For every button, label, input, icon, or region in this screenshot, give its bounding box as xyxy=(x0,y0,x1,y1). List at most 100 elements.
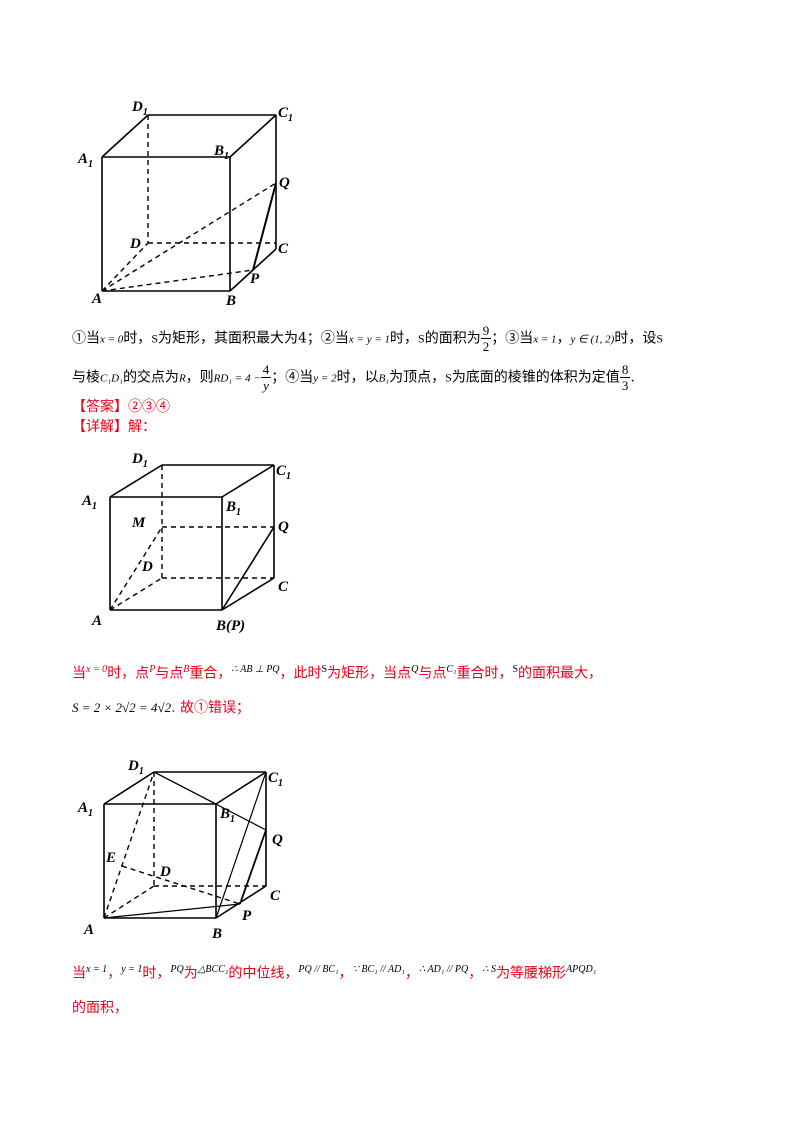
label-A: A xyxy=(91,291,102,307)
label-C: C xyxy=(278,579,289,595)
math: S xyxy=(656,331,664,346)
label-P: P xyxy=(250,271,260,287)
text: ①当 xyxy=(72,330,100,347)
math: S xyxy=(512,664,519,675)
text: 与点 xyxy=(155,665,184,682)
detail-heading: 【详解】解： xyxy=(72,419,156,435)
text: 为底面的棱锥的体积为定值 xyxy=(451,369,620,386)
math: △BCC₁ xyxy=(197,964,229,975)
math: PQ xyxy=(170,964,184,975)
label-E: E xyxy=(105,850,116,866)
label-D1: D1 xyxy=(131,451,148,470)
explain1-line-2: S = 2 × 2√2 = 4√2. 故①错误； xyxy=(72,698,250,718)
label-C: C xyxy=(278,241,289,257)
explain2-line-2: 的面积， xyxy=(72,1000,128,1016)
text: ， xyxy=(107,965,122,982)
label-A1: A1 xyxy=(77,800,93,819)
label-B: B xyxy=(211,926,222,942)
figure-2-cube: D1 C1 A1 B1 M Q D C A B(P) xyxy=(81,451,291,634)
text: 的面积最大， xyxy=(518,665,603,682)
math: PQ // BC₁ xyxy=(298,964,339,975)
label-C1: C1 xyxy=(278,105,293,124)
math: B xyxy=(183,664,190,675)
math: RD₁ = 4 − xyxy=(213,372,261,385)
text: ；③当 xyxy=(491,330,534,347)
math: x = 0 xyxy=(86,664,108,675)
math: x = y = 1 xyxy=(348,333,391,346)
label-A1: A1 xyxy=(81,493,97,512)
label-B: B xyxy=(225,293,236,309)
math: C₁ xyxy=(446,664,457,675)
math: ∵ BC₁ // AD₁ xyxy=(352,964,405,975)
text: 当 xyxy=(72,965,86,982)
explain2-line-1: 当x = 1，y = 1时，PQ为△BCC₁的中位线，PQ // BC₁，∵ B… xyxy=(72,960,596,984)
math: S xyxy=(418,331,425,346)
math: R xyxy=(178,372,186,385)
figure-3-cube: D1 C1 A1 B1 E Q D C P A B xyxy=(77,758,283,942)
math: Q xyxy=(411,664,419,675)
label-D1: D1 xyxy=(127,758,144,777)
text: ， xyxy=(338,965,353,982)
text: ，则 xyxy=(185,369,214,386)
label-C: C xyxy=(270,888,281,904)
label-D1: D1 xyxy=(131,99,148,118)
text: 时，点 xyxy=(107,665,150,682)
math: ∴ S xyxy=(482,964,497,975)
label-Q: Q xyxy=(272,832,283,848)
explain1-line-1: 当x = 0时，点P与点B重合，∴ AB ⊥ PQ，此时S为矩形，当点Q与点C₁… xyxy=(72,660,602,684)
label-D: D xyxy=(141,559,153,575)
math: APQD₁ xyxy=(566,964,597,975)
math: B₁ xyxy=(378,372,390,385)
text: 时， xyxy=(390,330,419,347)
text: 为 xyxy=(183,965,198,982)
text: 与棱 xyxy=(72,369,100,386)
math: C₁D₁ xyxy=(100,372,123,385)
math: y ∈ (1, 2) xyxy=(570,333,615,346)
text: 时，设 xyxy=(614,330,657,347)
statement-line-2: 与棱C₁D₁的交点为R，则RD₁ = 4 −4 y ；④当y = 2时，以B₁为顶点… xyxy=(72,362,635,393)
math: S = 2 × 2√2 = 4√2 xyxy=(72,700,172,715)
text: 重合， xyxy=(189,665,232,682)
label-A: A xyxy=(91,613,102,629)
text: 的交点为 xyxy=(122,369,179,386)
text: ，此时 xyxy=(279,665,322,682)
label-Q: Q xyxy=(278,519,289,535)
text: 为矩形，其面积最大为4；②当 xyxy=(158,330,349,347)
text: 为等腰梯形 xyxy=(496,965,567,982)
text: 为矩形，当点 xyxy=(327,665,412,682)
label-P: P xyxy=(242,908,252,924)
math: x = 1 xyxy=(86,964,108,975)
math: ∴ AB ⊥ PQ xyxy=(231,664,280,675)
math: y = 1 xyxy=(121,964,143,975)
label-Q: Q xyxy=(279,175,290,191)
statement-line-1: ①当x = 0时，S为矩形，其面积最大为4；②当x = y = 1时，S的面积为… xyxy=(72,323,663,354)
label-B1: B1 xyxy=(225,499,241,518)
label-D: D xyxy=(159,864,171,880)
label-A1: A1 xyxy=(77,151,93,170)
label-D: D xyxy=(129,236,141,252)
label-B1: B1 xyxy=(219,806,235,825)
label-C1: C1 xyxy=(276,463,291,482)
text: 的面积为 xyxy=(424,330,481,347)
label-C1: C1 xyxy=(268,770,283,789)
math: y = 2 xyxy=(313,372,337,385)
text: ， xyxy=(556,330,571,347)
answer-line: 【答案】②③④ xyxy=(72,399,170,415)
text: . xyxy=(630,369,635,386)
math: P xyxy=(149,664,156,675)
text: 重合时， xyxy=(456,665,513,682)
label-B-P: B(P) xyxy=(215,618,245,634)
text: 的中位线， xyxy=(228,965,299,982)
text: 时， xyxy=(142,965,171,982)
label-M: M xyxy=(131,515,146,531)
text: 为顶点， xyxy=(389,369,446,386)
math: S xyxy=(321,664,328,675)
math: x = 0 xyxy=(100,333,124,346)
text: 时， xyxy=(123,330,152,347)
label-A: A xyxy=(83,922,94,938)
text: 与点 xyxy=(418,665,447,682)
text: 时，以 xyxy=(336,369,379,386)
